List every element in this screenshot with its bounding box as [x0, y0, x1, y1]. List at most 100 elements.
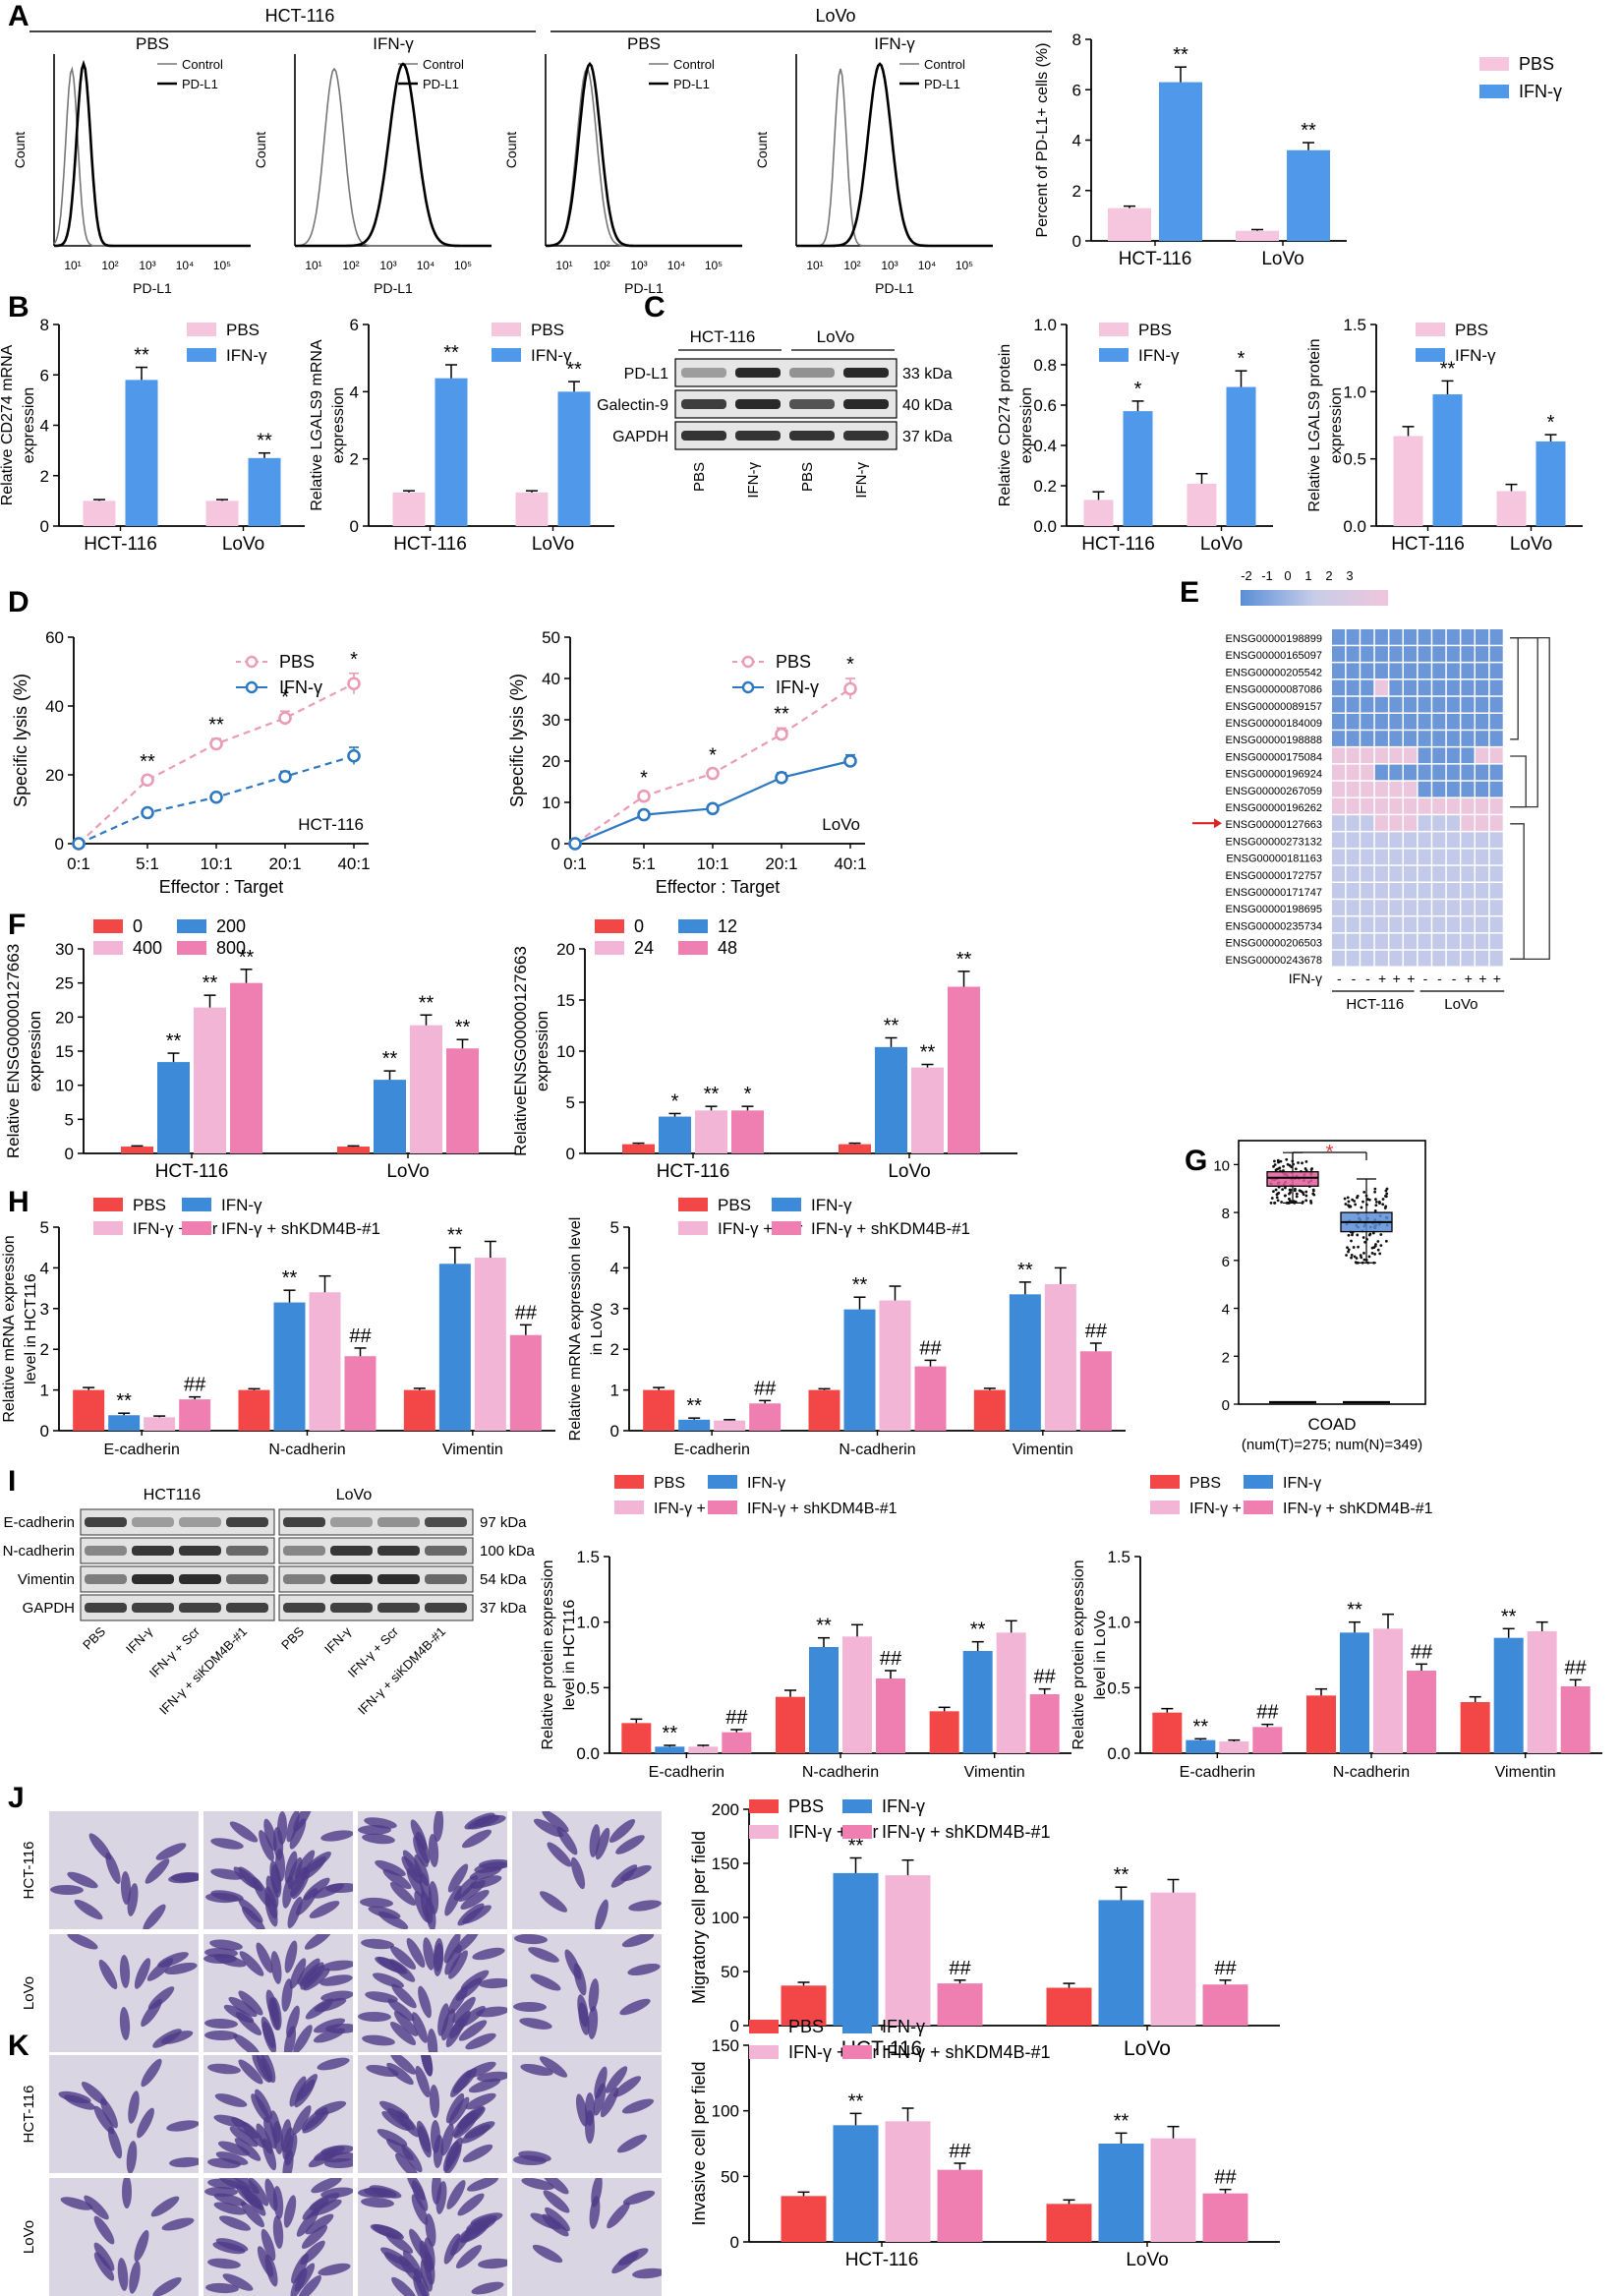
heatmap-cell [1389, 815, 1403, 831]
heatmap-cell [1446, 663, 1460, 679]
heatmap-cell [1346, 883, 1360, 899]
gene-label: ENSG00000198899 [1226, 633, 1322, 645]
legend-swatch [614, 1475, 644, 1489]
gene-label: ENSG00000181163 [1226, 854, 1322, 865]
y-tick-label: 6 [350, 316, 359, 334]
legend-swatch [177, 941, 206, 955]
x-tick-label: 10⁴ [417, 259, 435, 272]
gene-label: ENSG00000196262 [1226, 802, 1322, 814]
x-tick-label: LoVo [222, 534, 264, 555]
y-tick-label: 0 [65, 1145, 74, 1163]
heatmap-cell [1461, 747, 1475, 764]
bar [695, 1110, 727, 1153]
blot-band [843, 368, 889, 378]
jitter-point [1288, 1188, 1292, 1192]
y-tick-label: 100 [712, 2102, 739, 2121]
x-tick-label: 10³ [139, 259, 155, 272]
y-tick-label: 4 [1222, 1302, 1230, 1319]
heatmap-cell [1404, 832, 1418, 849]
bar [1252, 1727, 1283, 1753]
jitter-point [1384, 1189, 1388, 1193]
heatmap-cell [1332, 714, 1346, 730]
jitter-point [1273, 1201, 1276, 1205]
y-axis-title: Relative mRNA expression level [567, 1217, 584, 1442]
x-tick-label: E-cadherin [103, 1442, 179, 1458]
significance-mark: ** [1173, 44, 1188, 66]
heatmap-cell [1361, 883, 1374, 899]
x-tick-label: HCT-116 [1119, 249, 1192, 269]
blot-band [283, 1603, 325, 1613]
y-tick-label: 0 [610, 1422, 619, 1441]
heatmap-cell [1404, 815, 1418, 831]
heatmap-cell [1461, 849, 1475, 865]
legend-swatch [1244, 1501, 1273, 1514]
y-tick-label: 5 [65, 1110, 74, 1129]
jitter-point [1293, 1189, 1297, 1193]
legend-swatch [749, 2020, 779, 2033]
jitter-point [1272, 1190, 1275, 1193]
y-axis-title: Count [253, 132, 268, 168]
heatmap-cell [1374, 714, 1388, 730]
bar [1044, 1283, 1076, 1431]
bar [621, 1723, 652, 1753]
blot-band [789, 399, 835, 409]
y-axis-title: Specific lysis (%) [11, 674, 30, 807]
data-point [278, 711, 292, 726]
jitter-point [1373, 1187, 1377, 1191]
stained-cell [86, 1830, 115, 1863]
significance-mark: ** [956, 949, 972, 971]
jitter-point [1289, 1191, 1292, 1195]
heatmap-cell [1418, 849, 1431, 865]
bar [1083, 500, 1114, 526]
significance-mark: ** [140, 751, 155, 773]
blot-band [283, 1574, 325, 1584]
bar [688, 1746, 719, 1753]
heatmap-cell [1404, 849, 1418, 865]
y-tick-label: 6 [1072, 81, 1081, 99]
x-tick-label: 10⁵ [705, 259, 723, 272]
significance-mark: ** [852, 1274, 868, 1296]
data-point [637, 807, 651, 822]
y-tick-label: 20 [556, 940, 575, 959]
legend-swatch [182, 1198, 211, 1211]
stained-cell [148, 2193, 182, 2220]
jitter-point [1348, 1205, 1352, 1208]
jitter-point [1276, 1158, 1280, 1162]
x-tick-label: Vimentin [964, 1764, 1025, 1781]
significance-mark: ** [1501, 1606, 1517, 1627]
significance-mark: * [709, 744, 717, 766]
heatmap-cell [1374, 629, 1388, 645]
jitter-point [1310, 1167, 1313, 1170]
heatmap-cell [1404, 646, 1418, 662]
blot-band [85, 1517, 127, 1527]
heatmap-cell [1332, 916, 1346, 933]
y-tick-label: 200 [712, 1800, 739, 1819]
jitter-point [1284, 1186, 1287, 1190]
bar [179, 1399, 211, 1431]
y-tick-label: 0 [730, 2017, 739, 2035]
stained-cell [358, 2011, 392, 2023]
jitter-point [1302, 1193, 1305, 1196]
stained-cell [512, 2001, 548, 2013]
heatmap-cell [1332, 798, 1346, 814]
x-tick-label: HCT-116 [1081, 534, 1155, 555]
data-point [209, 790, 223, 804]
significance-mark: ** [208, 714, 224, 736]
group-title: HCT-116 [265, 6, 335, 26]
heatmap-cell [1461, 696, 1475, 713]
heatmap-cell [1374, 731, 1388, 746]
heatmap-cell [1489, 950, 1503, 967]
y-tick-label: 8 [40, 316, 49, 334]
stained-cell [465, 2178, 500, 2195]
legend-label: PBS [279, 652, 315, 672]
bar [1393, 436, 1423, 526]
heatmap-cell [1489, 798, 1503, 814]
y-tick-label: 0.2 [1033, 477, 1057, 496]
stained-cell [320, 1958, 353, 1973]
gene-label: ENSG00000198695 [1226, 904, 1322, 915]
stained-cell [587, 2195, 603, 2230]
blot-band [843, 399, 889, 409]
heatmap-cell [1418, 629, 1431, 645]
heatmap-cell [1476, 900, 1489, 915]
jitter-point [1285, 1157, 1289, 1161]
